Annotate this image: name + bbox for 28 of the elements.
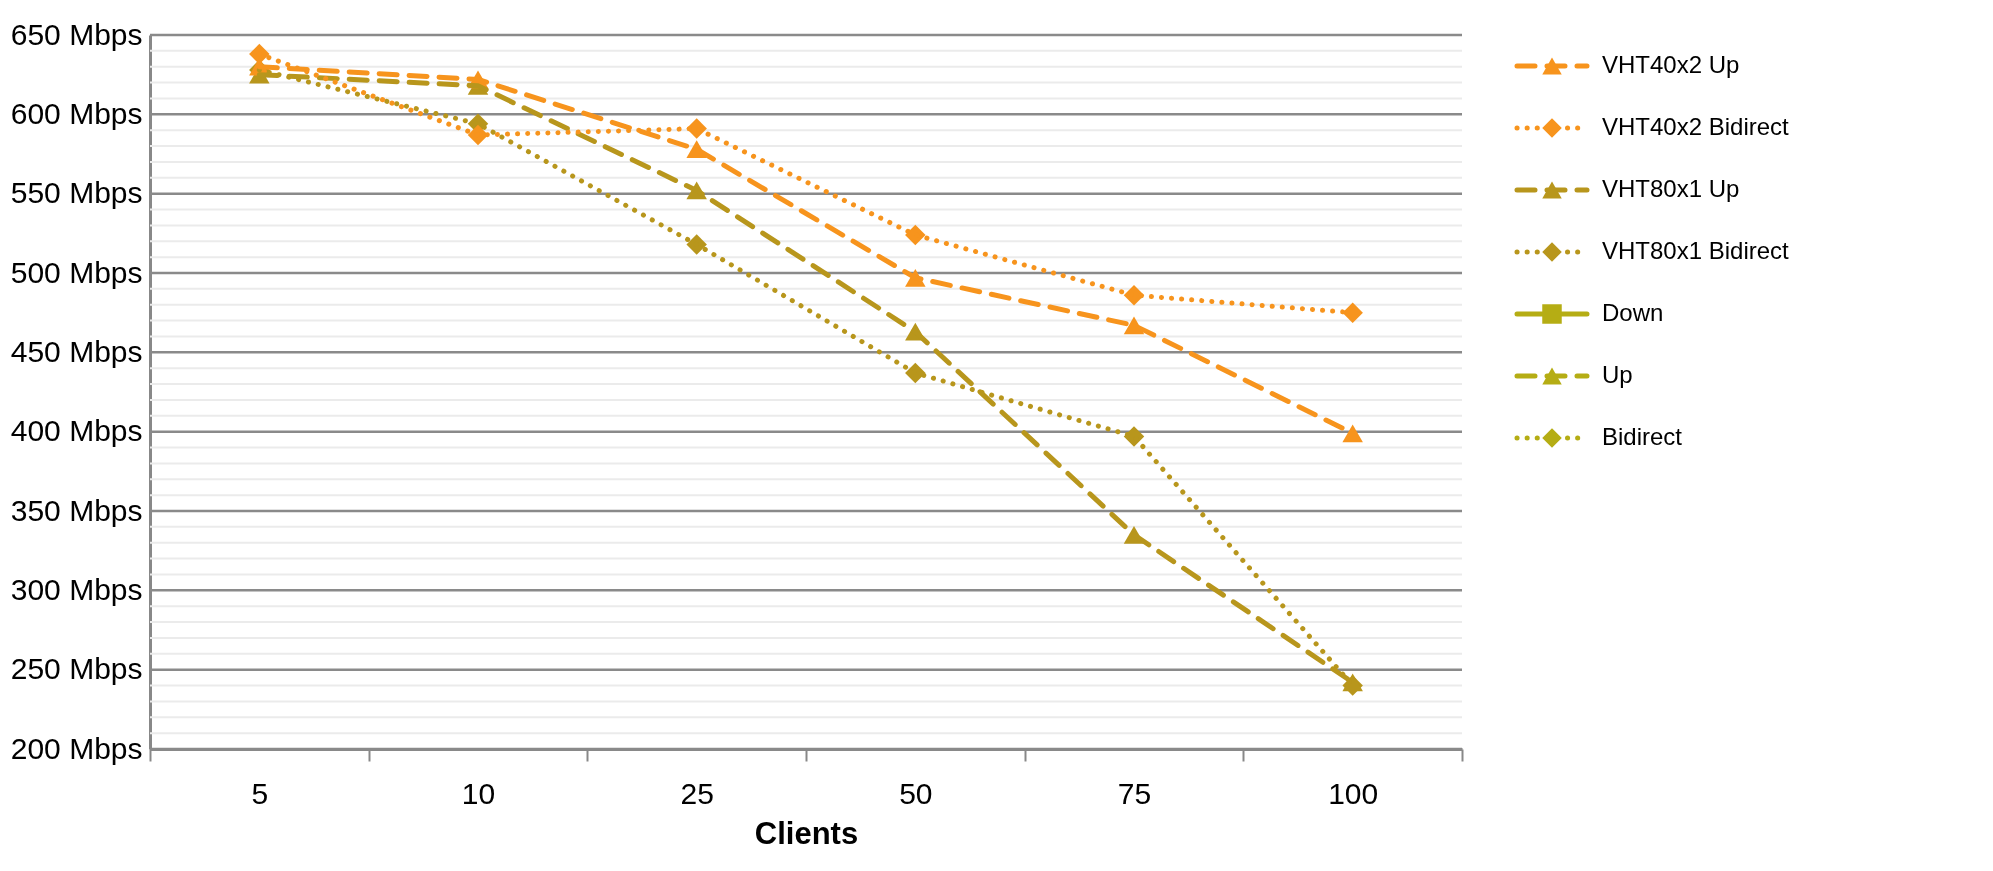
x-tick-label: 25 bbox=[680, 776, 714, 810]
legend-label: Down bbox=[1602, 299, 1664, 326]
legend-label: Up bbox=[1602, 361, 1633, 388]
y-tick-label: 600 Mbps bbox=[10, 96, 143, 130]
y-tick-label: 500 Mbps bbox=[10, 255, 143, 289]
y-tick-label: 550 Mbps bbox=[10, 176, 143, 210]
x-tick-label: 10 bbox=[461, 776, 496, 810]
point bbox=[1342, 302, 1363, 323]
y-tick-label: 300 Mbps bbox=[10, 572, 143, 606]
x-axis-title: Clients bbox=[754, 815, 859, 851]
y-tick-label: 450 Mbps bbox=[10, 334, 143, 368]
x-tick-label: 100 bbox=[1328, 776, 1379, 810]
legend-label: VHT40x2 Bidirect bbox=[1602, 113, 1790, 140]
y-tick-label: 400 Mbps bbox=[10, 414, 143, 448]
legend-label: VHT80x1 Up bbox=[1602, 175, 1740, 202]
y-tick-label: 200 Mbps bbox=[10, 731, 143, 765]
point bbox=[1342, 424, 1363, 443]
y-tick-label: 650 Mbps bbox=[10, 17, 143, 51]
legend-label: VHT80x1 Bidirect bbox=[1602, 237, 1790, 264]
y-tick-label: 350 Mbps bbox=[10, 493, 143, 527]
legend-label: Bidirect bbox=[1602, 423, 1683, 450]
legend-label: VHT40x2 Up bbox=[1602, 51, 1740, 78]
x-tick-label: 5 bbox=[251, 776, 269, 810]
point bbox=[686, 234, 707, 255]
y-tick-label: 250 Mbps bbox=[10, 652, 143, 686]
x-tick-label: 75 bbox=[1117, 776, 1152, 810]
x-tick-label: 50 bbox=[899, 776, 933, 810]
point bbox=[467, 124, 489, 146]
